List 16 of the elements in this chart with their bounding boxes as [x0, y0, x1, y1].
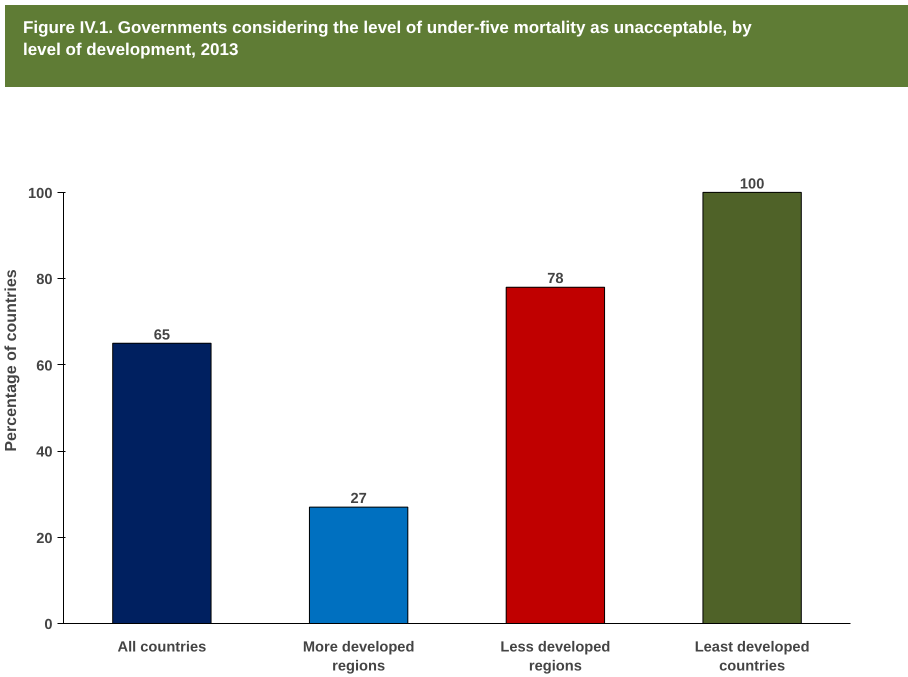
x-tick-label: Least developed countries: [694, 640, 810, 675]
data-label: 78: [547, 271, 564, 288]
data-label: 65: [154, 327, 170, 344]
chart-title: Figure IV.1. Governments considering the level of under-five mortality as unacceptable, by level of development, 2013: [23, 17, 753, 62]
x-tick-label: All countries: [117, 640, 206, 656]
y-tick-label: 20: [36, 530, 53, 547]
y-tick-label: 40: [36, 444, 53, 461]
y-tick-label: 80: [36, 272, 53, 288]
y-tick-label: 0: [44, 617, 53, 633]
x-tick-label: More developed regions: [302, 640, 414, 675]
data-label: 27: [350, 491, 367, 508]
data-label: 100: [740, 176, 764, 192]
y-tick-label: 60: [36, 358, 53, 374]
y-tick-label: 100: [28, 186, 53, 202]
y-axis-title: Percentage of countries: [3, 269, 20, 452]
x-tick-label: Less developed regions: [500, 640, 610, 675]
